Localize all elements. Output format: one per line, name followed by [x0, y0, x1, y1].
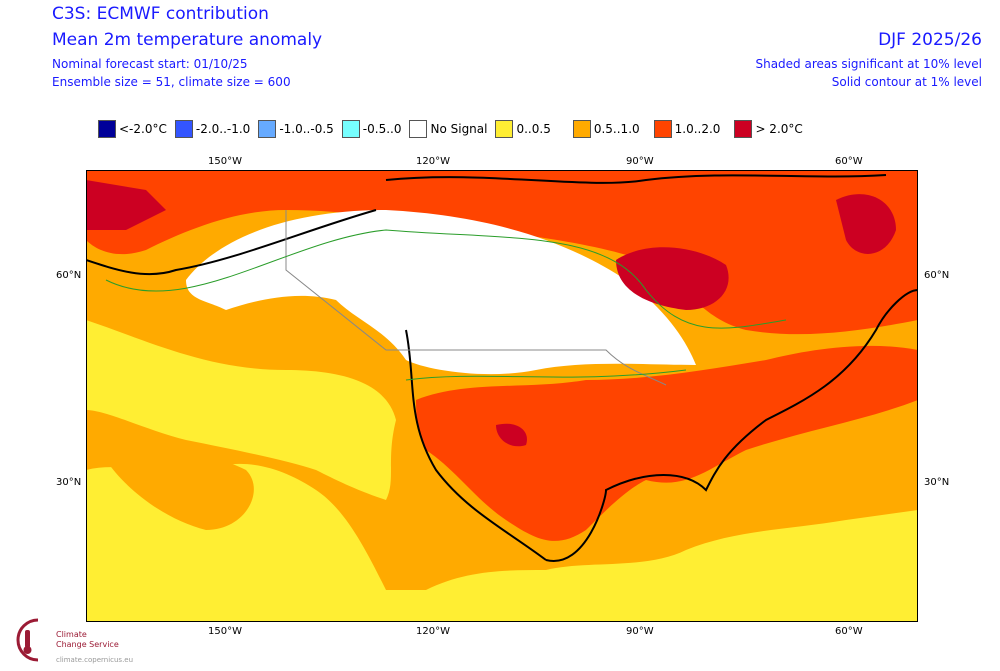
- map-frame: [86, 170, 918, 622]
- legend-item: -1.0..-0.5: [258, 120, 334, 138]
- legend-swatch: [174, 120, 193, 138]
- legend-swatch: [258, 120, 277, 138]
- legend-swatch: [734, 120, 753, 138]
- legend-label: <-2.0°C: [119, 122, 167, 136]
- ensemble-size: Ensemble size = 51, climate size = 600: [52, 75, 291, 89]
- legend-label: -1.0..-0.5: [279, 122, 334, 136]
- legend-label: No Signal: [430, 122, 488, 136]
- map-subtitle: Mean 2m temperature anomaly: [52, 30, 323, 50]
- season-label: DJF 2025/26: [878, 30, 982, 50]
- region-extreme-warm-hudson: [616, 247, 729, 310]
- logo-url: climate.copernicus.eu: [56, 656, 134, 664]
- region-weak-warm-pacific: [86, 320, 396, 500]
- legend-label: 0.5..1.0: [593, 122, 640, 136]
- map-title: C3S: ECMWF contribution: [52, 4, 269, 24]
- region-moderate-warm: [106, 449, 254, 530]
- region-extreme-warm-labrador: [836, 194, 896, 254]
- lon-label-top: 60°W: [835, 156, 863, 167]
- region-no-signal: [186, 210, 696, 375]
- significance-contour: [105, 229, 787, 381]
- legend-item: 0..0.5: [495, 120, 551, 138]
- climate-logo-icon: [16, 618, 39, 662]
- legend: <-2.0°C -2.0..-1.0 -1.0..-0.5 -0.5..0 No…: [98, 120, 811, 138]
- lon-label-top: 120°W: [416, 156, 450, 167]
- legend-item: 0.5..1.0: [572, 120, 640, 138]
- legend-item: No Signal: [409, 120, 487, 138]
- logo-name: Climate: [56, 630, 87, 639]
- legend-label: 0..0.5: [516, 122, 551, 136]
- lon-label-bottom: 120°W: [416, 626, 450, 637]
- logo-name: Change Service: [56, 640, 119, 649]
- significance-note: Shaded areas significant at 10% level: [755, 57, 982, 71]
- lon-label-bottom: 60°W: [835, 626, 863, 637]
- legend-label: > 2.0°C: [755, 122, 803, 136]
- lon-label-top: 90°W: [626, 156, 654, 167]
- legend-swatch: [653, 120, 672, 138]
- lat-label-left: 30°N: [56, 477, 82, 488]
- legend-item: > 2.0°C: [734, 120, 803, 138]
- legend-label: -2.0..-1.0: [195, 122, 251, 136]
- legend-item: -0.5..0: [341, 120, 402, 138]
- region-extreme-warm-alaska: [86, 180, 166, 230]
- legend-swatch: [495, 120, 514, 138]
- lat-label-left: 60°N: [56, 270, 82, 281]
- lat-label-right: 60°N: [924, 270, 950, 281]
- legend-item: <-2.0°C: [98, 120, 167, 138]
- forecast-start: Nominal forecast start: 01/10/25: [52, 57, 248, 71]
- legend-swatch: [341, 120, 360, 138]
- legend-label: -0.5..0: [362, 122, 402, 136]
- lon-label-bottom: 150°W: [208, 626, 242, 637]
- region-extreme-warm-southwest: [496, 423, 527, 447]
- lat-label-right: 30°N: [924, 477, 950, 488]
- contour-note: Solid contour at 1% level: [831, 75, 982, 89]
- legend-swatch: [409, 120, 428, 138]
- region-weak-warm: [86, 463, 918, 622]
- legend-label: 1.0..2.0: [674, 122, 721, 136]
- legend-swatch: [572, 120, 591, 138]
- country-borders: [285, 210, 667, 386]
- region-strong-warm-us: [416, 345, 918, 541]
- lon-label-top: 150°W: [208, 156, 242, 167]
- coastline: [86, 174, 918, 562]
- legend-swatch: [98, 120, 116, 138]
- legend-item: -2.0..-1.0: [174, 120, 251, 138]
- anomaly-map: [86, 170, 918, 622]
- lon-label-bottom: 90°W: [626, 626, 654, 637]
- legend-item: 1.0..2.0: [653, 120, 721, 138]
